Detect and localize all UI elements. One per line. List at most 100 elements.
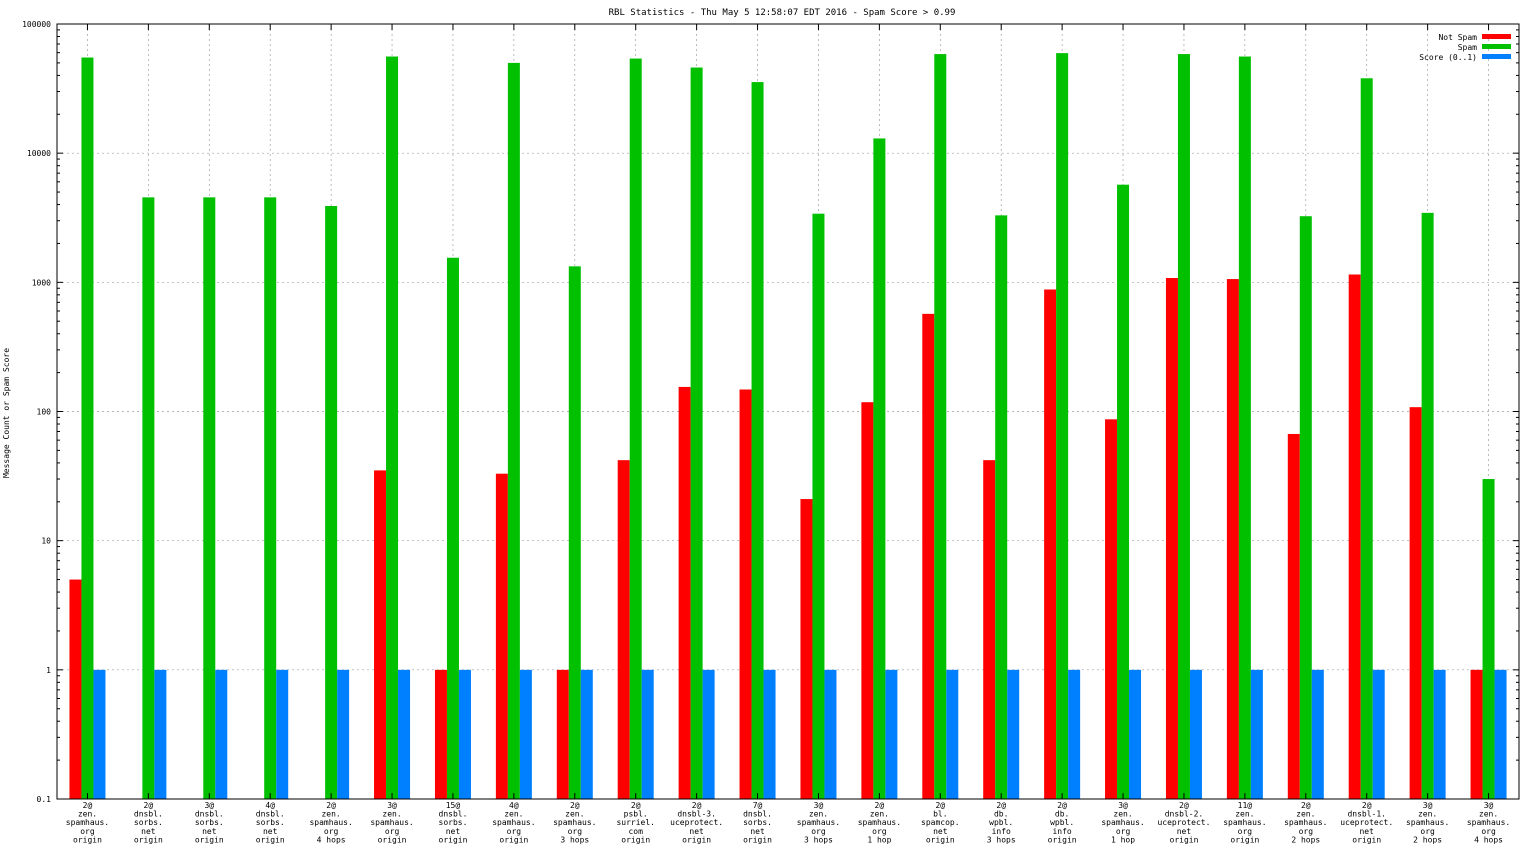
x-category-label: 2@ zen. spamhaus. org 2 hops — [1284, 801, 1327, 844]
x-category-label-line: origin — [743, 835, 772, 844]
bar-not-spam — [1287, 433, 1300, 799]
x-category-label-line: info — [1052, 827, 1071, 836]
x-category-label-line: net — [689, 827, 704, 836]
x-category-label: 2@ zen. spamhaus. org origin — [66, 801, 109, 844]
x-category-label-line: bl. — [933, 810, 947, 819]
x-category-label-line: org — [1481, 827, 1496, 836]
x-category-label: 2@ dnsbl-3. uceprotect. net origin — [670, 801, 723, 844]
x-category-label-line: db. — [994, 810, 1008, 819]
x-category-label-line: 2@ — [692, 801, 702, 810]
x-category-label-line: origin — [1170, 835, 1199, 844]
bar-spam — [446, 257, 459, 800]
y-tick-label: 100 — [37, 408, 52, 417]
x-category-label-line: 2@ — [83, 801, 93, 810]
chart-title: RBL Statistics - Thu May 5 12:58:07 EDT … — [609, 8, 956, 18]
x-category-label-line: zen. — [870, 810, 889, 819]
bar-spam — [1360, 78, 1373, 799]
bar-not-spam — [374, 470, 387, 799]
bar-score-0-1 — [276, 669, 289, 799]
x-category-label: 2@ zen. spamhaus. org 1 hop — [858, 801, 901, 844]
x-category-label-line: zen. — [382, 810, 401, 819]
x-category-label: 2@ zen. spamhaus. org 3 hops — [553, 801, 596, 844]
legend-label: Spam — [1458, 43, 1477, 52]
x-category-label-line: info — [992, 827, 1011, 836]
bar-score-0-1 — [1433, 669, 1446, 799]
x-category-label-line: origin — [1230, 835, 1259, 844]
bar-score-0-1 — [1372, 669, 1385, 799]
bar-score-0-1 — [519, 669, 532, 799]
bar-spam — [203, 197, 216, 799]
x-category-label-line: origin — [1048, 835, 1077, 844]
x-category-label-line: origin — [256, 835, 285, 844]
bar-score-0-1 — [1494, 669, 1507, 799]
x-category-label-line: 2@ — [326, 801, 336, 810]
x-category-label-line: uceprotect. — [1157, 818, 1210, 827]
bar-score-0-1 — [885, 669, 898, 799]
x-category-label-line: 3@ — [814, 801, 824, 810]
axis-ticks — [57, 23, 1519, 800]
bars — [69, 53, 1507, 800]
legend-label: Not Spam — [1438, 33, 1477, 42]
x-category-label-line: dnsbl-2. — [1165, 810, 1204, 819]
x-category-label: 3@ dnsbl. sorbs. net origin — [195, 801, 224, 844]
x-category-label: 3@ zen. spamhaus. org 4 hops — [1467, 801, 1510, 844]
x-category-label: 4@ zen. spamhaus. org origin — [492, 801, 535, 844]
bar-spam — [325, 205, 338, 799]
x-category-label-line: sorbs. — [195, 818, 224, 827]
bar-not-spam — [678, 386, 691, 799]
x-category-label-line: 7@ — [753, 801, 763, 810]
x-category-label: 2@ dnsbl-2. uceprotect. net origin — [1157, 801, 1210, 844]
x-category-label-line: net — [750, 827, 765, 836]
y-axis-label: Message Count or Spam Score — [2, 348, 11, 478]
y-tick-label: 1000 — [32, 278, 51, 287]
x-category-label-line: surriel. — [616, 818, 655, 827]
x-category-label-line: net — [1177, 827, 1192, 836]
x-category-label-line: org — [385, 827, 400, 836]
x-category-label-line: dnsbl. — [195, 810, 224, 819]
bar-spam — [386, 56, 399, 800]
x-category-label: 2@ bl. spamcop. net origin — [921, 801, 960, 844]
bar-spam — [81, 57, 94, 799]
x-category-label-line: net — [933, 827, 948, 836]
legend-swatch — [1482, 44, 1511, 49]
x-category-label-line: spamhaus. — [66, 818, 109, 827]
y-tick-label: 1 — [46, 666, 51, 675]
bar-score-0-1 — [1129, 669, 1142, 799]
x-category-label: 2@ db. wpbl. info 3 hops — [987, 801, 1016, 844]
x-category-label-line: 3 hops — [560, 835, 589, 844]
x-category-label-line: 4 hops — [317, 835, 346, 844]
bar-spam — [812, 213, 825, 800]
bar-score-0-1 — [824, 669, 837, 799]
bar-score-0-1 — [154, 669, 167, 799]
x-category-label-line: zen. — [1479, 810, 1498, 819]
x-category-label-line: org — [811, 827, 826, 836]
bar-score-0-1 — [763, 669, 776, 799]
x-category-label-line: net — [202, 827, 217, 836]
bar-spam — [995, 215, 1008, 799]
bar-score-0-1 — [1068, 669, 1081, 799]
bar-spam — [1238, 56, 1251, 800]
x-category-label-line: origin — [73, 835, 102, 844]
bar-spam — [1299, 216, 1312, 799]
bar-score-0-1 — [702, 669, 715, 799]
x-category-label-line: spamcop. — [921, 818, 960, 827]
x-category-label: 2@ psbl. surriel. com origin — [616, 801, 655, 844]
x-category-label-line: 2@ — [1301, 801, 1311, 810]
x-category-label-line: 3@ — [1423, 801, 1433, 810]
x-category-label-line: origin — [621, 835, 650, 844]
x-category-label-line: org — [1238, 827, 1253, 836]
x-category-label-line: dnsbl. — [256, 810, 285, 819]
bar-not-spam — [1348, 274, 1361, 800]
x-category-label-line: spamhaus. — [1406, 818, 1449, 827]
x-category-label: 2@ db. wpbl. info origin — [1048, 801, 1077, 844]
x-category-label-line: zen. — [565, 810, 584, 819]
x-category-label-line: spamhaus. — [309, 818, 352, 827]
x-category-label-line: spamhaus. — [797, 818, 840, 827]
x-category-label-line: spamhaus. — [1467, 818, 1510, 827]
y-tick-label: 0.1 — [37, 795, 52, 804]
bar-not-spam — [1226, 279, 1239, 799]
bar-score-0-1 — [641, 669, 654, 799]
x-category-label-line: dnsbl. — [743, 810, 772, 819]
